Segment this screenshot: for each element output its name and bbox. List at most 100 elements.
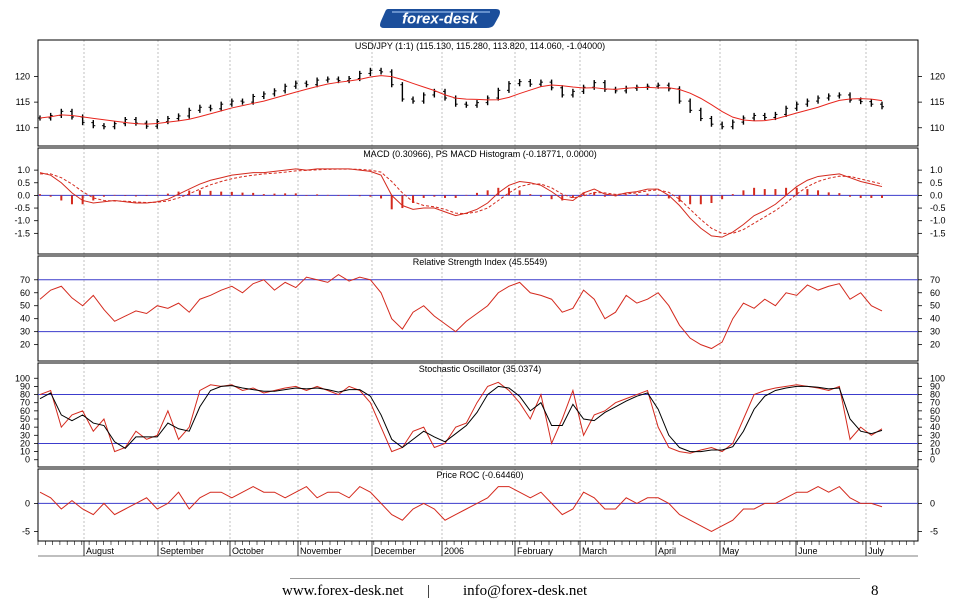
x-tick-label: 2006 xyxy=(444,546,464,556)
histogram-bar xyxy=(838,193,841,196)
x-tick-label: February xyxy=(517,546,554,556)
histogram-bar xyxy=(220,191,223,196)
y-tick-label-right: 0.0 xyxy=(930,190,943,200)
y-tick-label-right: 60 xyxy=(930,288,940,298)
histogram-bar xyxy=(817,190,820,196)
y-tick-label-left: 115 xyxy=(16,97,30,107)
histogram-bar xyxy=(134,195,137,197)
histogram-bar xyxy=(486,190,489,196)
histogram-bar xyxy=(102,195,105,197)
x-tick-label: May xyxy=(722,546,740,556)
histogram-bar xyxy=(252,192,255,196)
histogram-bar xyxy=(507,187,510,196)
histogram-bar xyxy=(326,194,329,196)
y-tick-label-left: 0.0 xyxy=(17,190,30,200)
histogram-bar xyxy=(689,195,692,205)
panel-5: Price ROC (-0.64460) 0 0 -5 -5 xyxy=(22,468,938,542)
signal-line xyxy=(40,168,883,234)
y-tick-label-right: 90 xyxy=(930,381,940,391)
histogram-bar xyxy=(198,190,201,196)
y-tick-label-left: 40 xyxy=(20,422,30,432)
histogram-bar xyxy=(881,195,883,198)
histogram-bar xyxy=(849,195,852,197)
histogram-bar xyxy=(859,195,862,198)
panel-title: USD/JPY (1:1) (115.130, 115.280, 113.820… xyxy=(355,41,605,51)
histogram-bar xyxy=(209,190,212,196)
y-tick-label-right: -0.5 xyxy=(930,203,946,213)
y-tick-label-right: 70 xyxy=(930,275,940,285)
technical-chart: USD/JPY (1:1) (115.130, 115.280, 113.820… xyxy=(14,39,946,557)
histogram-bar xyxy=(870,195,873,198)
histogram-bar xyxy=(39,194,41,196)
stochastic-k-line xyxy=(39,381,883,454)
x-tick-label: July xyxy=(868,546,885,556)
panel-frame xyxy=(37,362,919,468)
x-axis: August September October November December 20… xyxy=(37,541,918,557)
histogram-bar xyxy=(731,194,734,196)
histogram-bar xyxy=(444,195,447,198)
histogram-bar xyxy=(294,193,297,196)
y-tick-label-left: -0.5 xyxy=(14,203,30,213)
histogram-bar xyxy=(795,187,798,196)
panel-title: Relative Strength Index (45.5549) xyxy=(413,257,548,267)
y-tick-label-right: 0 xyxy=(930,455,935,465)
panel-3: Relative Strength Index (45.5549) 70 70 60 6… xyxy=(20,255,940,362)
histogram-bar xyxy=(625,194,628,196)
panel-title: MACD (0.30966), PS MACD Histogram (-0.18… xyxy=(363,149,597,159)
histogram-bar xyxy=(230,191,233,196)
histogram-bar xyxy=(827,192,830,196)
y-tick-label-left: 70 xyxy=(20,275,30,285)
histogram-bar xyxy=(550,195,553,200)
y-tick-label-left: -1.0 xyxy=(14,216,30,226)
y-tick-label-left: 40 xyxy=(20,314,30,324)
x-tick-label: November xyxy=(300,546,342,556)
y-tick-label-right: -1.0 xyxy=(930,216,946,226)
y-tick-label-left: 1.0 xyxy=(17,165,30,175)
page-number: 8 xyxy=(871,583,879,599)
y-tick-label-right: 30 xyxy=(930,327,940,337)
y-tick-label-right: 60 xyxy=(930,406,940,416)
email-link[interactable]: info@forex-desk.net xyxy=(463,583,588,599)
website-link[interactable]: www.forex-desk.net xyxy=(282,583,404,599)
histogram-bar xyxy=(166,193,169,196)
histogram-bar xyxy=(454,195,457,198)
histogram-bar xyxy=(603,195,606,197)
histogram-bar xyxy=(678,195,681,202)
y-tick-label-right: 40 xyxy=(930,314,940,324)
y-tick-label-left: 50 xyxy=(20,414,30,424)
y-tick-label-right: 50 xyxy=(930,414,940,424)
y-tick-label-left: 60 xyxy=(20,406,30,416)
y-tick-label-right: -1.5 xyxy=(930,228,946,238)
y-tick-label-left: 120 xyxy=(15,72,30,82)
x-tick-label: September xyxy=(160,546,204,556)
y-tick-label-right: 0.5 xyxy=(930,178,943,188)
y-tick-label-left: -1.5 xyxy=(14,228,30,238)
y-tick-label-left: 50 xyxy=(20,301,30,311)
histogram-bar xyxy=(380,195,383,199)
x-tick-label: June xyxy=(798,546,818,556)
page-footer: www.forex-desk.net | info@forex-desk.net… xyxy=(0,578,960,600)
histogram-bar xyxy=(465,194,468,196)
histogram-bar xyxy=(124,195,127,197)
histogram-bar xyxy=(646,193,649,196)
histogram-bar xyxy=(177,191,180,196)
histogram-bar xyxy=(49,195,52,197)
histogram-bar xyxy=(369,195,372,197)
y-tick-label-left: 20 xyxy=(20,438,30,448)
histogram-bar xyxy=(614,195,617,197)
histogram-bar xyxy=(358,195,361,197)
histogram-bar xyxy=(635,194,638,196)
histogram-bar xyxy=(422,195,425,198)
y-tick-label-right: 70 xyxy=(930,398,940,408)
histogram-bar xyxy=(475,192,478,196)
histogram-bar xyxy=(657,194,660,196)
y-tick-label-right: 20 xyxy=(930,340,940,350)
histogram-bar xyxy=(582,192,585,196)
stochastic-d-line xyxy=(39,385,883,453)
histogram-bar xyxy=(667,195,670,199)
histogram-bar xyxy=(561,195,564,201)
y-tick-label-left: 80 xyxy=(20,390,30,400)
histogram-bar xyxy=(156,194,159,196)
panel-frame xyxy=(37,147,919,255)
histogram-bar xyxy=(241,192,244,196)
